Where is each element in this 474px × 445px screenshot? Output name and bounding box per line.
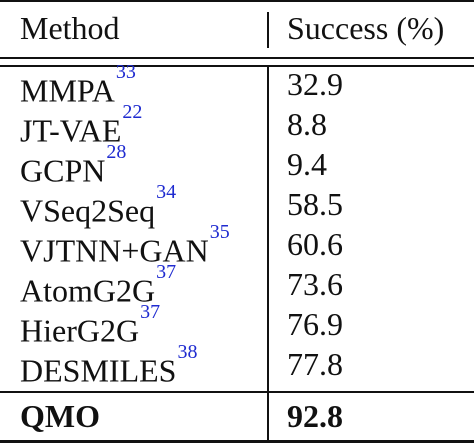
method-name: DESMILES (20, 352, 177, 389)
success-value: 76.9 (287, 306, 343, 342)
citation-link[interactable]: 37 (156, 261, 177, 283)
method-name: MMPA (20, 72, 115, 109)
citation-link[interactable]: 22 (122, 101, 143, 123)
method-name: VSeq2Seq (20, 192, 156, 229)
citation-link[interactable]: 38 (177, 341, 198, 363)
success-value: 32.9 (287, 66, 343, 102)
final-column-divider (267, 393, 269, 440)
success-value: 58.5 (287, 186, 343, 222)
header-rule-upper (0, 57, 474, 59)
final-method-name: QMO (20, 398, 100, 434)
success-value: 73.6 (287, 266, 343, 302)
citation-link[interactable]: 28 (106, 141, 127, 163)
method-name: JT-VAE (20, 112, 122, 149)
citation-link[interactable]: 35 (209, 221, 230, 243)
citation-link[interactable]: 33 (115, 61, 136, 83)
method-name: HierG2G (20, 312, 140, 349)
final-success-value: 92.8 (287, 398, 343, 434)
final-row-rule (0, 391, 474, 393)
header-success: Success (%) (287, 10, 445, 46)
header-rule-lower (0, 65, 474, 67)
citation-link[interactable]: 37 (140, 301, 161, 323)
method-name: AtomG2G (20, 272, 156, 309)
citation-link[interactable]: 34 (156, 181, 177, 203)
body-column-divider (267, 67, 269, 391)
success-value: 60.6 (287, 226, 343, 262)
header-column-divider (267, 12, 269, 48)
success-value: 77.8 (287, 346, 343, 382)
table-top-rule (0, 0, 474, 2)
table-bottom-rule (0, 440, 474, 443)
header-method: Method (20, 10, 120, 46)
method-name: VJTNN+GAN (20, 232, 209, 269)
method-name: GCPN (20, 152, 106, 189)
success-value: 8.8 (287, 106, 327, 142)
success-value: 9.4 (287, 146, 327, 182)
